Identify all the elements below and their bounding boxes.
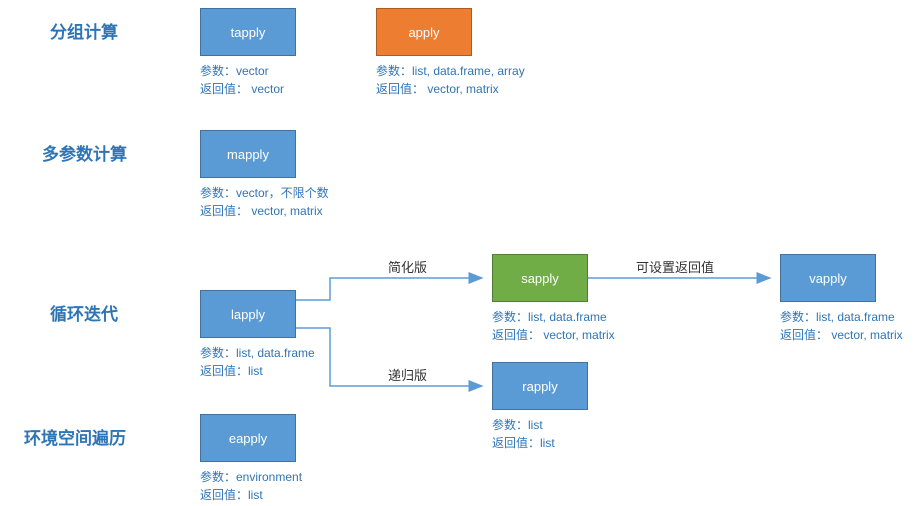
node-caption-params-sapply: 参数：list, data.frame: [492, 308, 615, 326]
node-caption-return-rapply: 返回值：list: [492, 434, 555, 452]
node-caption-params-tapply: 参数：vector: [200, 62, 284, 80]
node-caption-return-tapply: 返回值： vector: [200, 80, 284, 98]
node-label-eapply: eapply: [229, 431, 267, 446]
node-label-rapply: rapply: [522, 379, 557, 394]
node-caption-params-lapply: 参数：list, data.frame: [200, 344, 315, 362]
node-caption-lapply: 参数：list, data.frame返回值：list: [200, 344, 315, 380]
edge-label-lapply-rapply: 递归版: [388, 365, 427, 384]
edge-label-lapply-sapply: 简化版: [388, 257, 427, 276]
node-caption-eapply: 参数：environment返回值：list: [200, 468, 302, 504]
node-caption-return-lapply: 返回值：list: [200, 362, 315, 380]
edge-label-sapply-vapply: 可设置返回值: [636, 257, 714, 276]
node-caption-mapply: 参数：vector，不限个数返回值： vector, matrix: [200, 184, 329, 220]
node-caption-params-apply: 参数：list, data.frame, array: [376, 62, 525, 80]
node-caption-return-vapply: 返回值： vector, matrix: [780, 326, 903, 344]
node-caption-params-vapply: 参数：list, data.frame: [780, 308, 903, 326]
edge-lapply-sapply: [296, 278, 482, 300]
node-caption-sapply: 参数：list, data.frame返回值： vector, matrix: [492, 308, 615, 344]
node-caption-params-eapply: 参数：environment: [200, 468, 302, 486]
node-caption-tapply: 参数：vector返回值： vector: [200, 62, 284, 98]
node-rapply: rapply: [492, 362, 588, 410]
node-label-vapply: vapply: [809, 271, 847, 286]
row-label-row-group: 分组计算: [50, 18, 118, 43]
node-eapply: eapply: [200, 414, 296, 462]
row-label-row-env: 环境空间遍历: [24, 424, 126, 449]
node-label-mapply: mapply: [227, 147, 269, 162]
node-label-lapply: lapply: [231, 307, 265, 322]
node-caption-vapply: 参数：list, data.frame返回值： vector, matrix: [780, 308, 903, 344]
node-caption-params-mapply: 参数：vector，不限个数: [200, 184, 329, 202]
node-caption-return-mapply: 返回值： vector, matrix: [200, 202, 329, 220]
node-caption-params-rapply: 参数：list: [492, 416, 555, 434]
node-sapply: sapply: [492, 254, 588, 302]
node-caption-return-sapply: 返回值： vector, matrix: [492, 326, 615, 344]
node-label-tapply: tapply: [231, 25, 266, 40]
row-label-row-loop: 循环迭代: [50, 300, 118, 325]
node-caption-return-apply: 返回值： vector, matrix: [376, 80, 525, 98]
node-apply: apply: [376, 8, 472, 56]
node-tapply: tapply: [200, 8, 296, 56]
node-mapply: mapply: [200, 130, 296, 178]
row-label-row-multi: 多参数计算: [42, 140, 127, 165]
node-vapply: vapply: [780, 254, 876, 302]
node-caption-rapply: 参数：list返回值：list: [492, 416, 555, 452]
node-label-sapply: sapply: [521, 271, 559, 286]
node-label-apply: apply: [408, 25, 439, 40]
node-lapply: lapply: [200, 290, 296, 338]
node-caption-return-eapply: 返回值：list: [200, 486, 302, 504]
node-caption-apply: 参数：list, data.frame, array返回值： vector, m…: [376, 62, 525, 98]
